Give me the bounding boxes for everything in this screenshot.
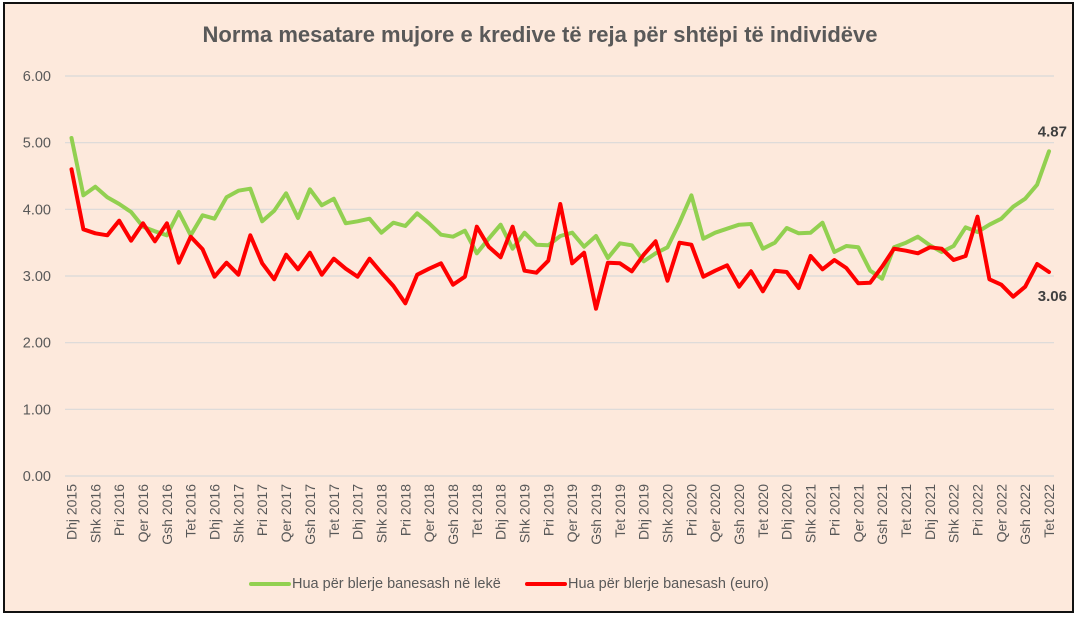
x-tick-label: Tet 2021 (898, 484, 914, 538)
x-tick-label: Qer 2019 (564, 484, 580, 543)
legend-swatch-euro (525, 582, 567, 586)
series-line-euro (69, 167, 1051, 311)
x-tick-label: Qer 2016 (135, 484, 151, 543)
y-axis-ticks: 0.00 1.00 2.00 3.00 4.00 5.00 6.00 (23, 69, 51, 485)
legend-swatch-leke (249, 582, 291, 586)
data-label-leke: 4.87 (1038, 123, 1067, 140)
x-tick-label: Pri 2018 (397, 484, 413, 536)
chart-frame (3, 2, 1074, 613)
x-tick-label: Gsh 2022 (1017, 484, 1033, 545)
legend-label-leke: Hua për blerje banesash në lekë (292, 576, 501, 592)
x-tick-label: Gsh 2021 (874, 484, 890, 545)
x-tick-label: Qer 2021 (850, 484, 866, 543)
legend-item-euro: Hua për blerje banesash (euro) (525, 576, 769, 592)
x-tick-label: Dhj 2016 (207, 484, 223, 540)
end-labels: 4.87 3.06 (1038, 123, 1067, 305)
gridlines (65, 75, 1054, 477)
x-tick-label: Tet 2017 (326, 484, 342, 538)
x-tick-label: Dhj 2018 (493, 484, 509, 540)
x-tick-label: Dhj 2020 (779, 484, 795, 540)
x-tick-label: Dhj 2019 (636, 484, 652, 540)
x-tick-label: Gsh 2016 (159, 484, 175, 545)
x-tick-label: Dhj 2021 (922, 484, 938, 540)
x-axis-ticks: Dhj 2015 Shk 2016 Pri 2016 Qer 2016 Gsh 2016… (64, 484, 1058, 545)
x-tick-label: Dhj 2017 (350, 484, 366, 540)
x-tick-label: Tet 2022 (1041, 484, 1057, 538)
x-tick-label: Pri 2020 (683, 484, 699, 536)
legend-item-leke: Hua për blerje banesash në lekë (249, 576, 501, 592)
x-tick-label: Tet 2020 (755, 484, 771, 538)
chart-title: Norma mesatare mujore e kredive të reja … (202, 22, 878, 47)
data-label-euro: 3.06 (1038, 288, 1067, 305)
legend: Hua për blerje banesash në lekë Hua për … (0, 576, 1080, 596)
x-tick-label: Tet 2018 (469, 484, 485, 538)
x-tick-label: Pri 2017 (254, 484, 270, 536)
x-tick-label: Qer 2018 (421, 484, 437, 543)
x-tick-label: Gsh 2019 (588, 484, 604, 545)
legend-label-euro: Hua për blerje banesash (euro) (568, 576, 769, 592)
x-tick-label: Pri 2016 (111, 484, 127, 536)
x-tick-label: Qer 2022 (993, 484, 1009, 543)
x-tick-label: Shk 2018 (373, 484, 389, 543)
x-tick-label: Pri 2019 (540, 484, 556, 536)
series-lines (69, 136, 1051, 311)
x-tick-label: Qer 2017 (278, 484, 294, 543)
x-tick-label: Tet 2019 (612, 484, 628, 538)
x-tick-label: Shk 2020 (660, 484, 676, 543)
x-tick-label: Shk 2021 (803, 484, 819, 543)
y-tick-label: 5.00 (23, 136, 51, 152)
x-tick-label: Pri 2021 (826, 484, 842, 536)
series-line-leke (69, 136, 1051, 281)
x-tick-label: Gsh 2020 (731, 484, 747, 545)
y-tick-label: 3.00 (23, 269, 51, 285)
y-tick-label: 2.00 (23, 336, 51, 352)
x-tick-label: Shk 2017 (230, 484, 246, 543)
x-tick-label: Pri 2022 (969, 484, 985, 536)
y-tick-label: 6.00 (23, 69, 51, 85)
x-tick-label: Tet 2016 (183, 484, 199, 538)
x-tick-label: Qer 2020 (707, 484, 723, 543)
x-tick-label: Shk 2016 (87, 484, 103, 543)
x-tick-label: Shk 2022 (946, 484, 962, 543)
x-tick-label: Gsh 2017 (302, 484, 318, 545)
y-tick-label: 1.00 (23, 402, 51, 418)
y-tick-label: 4.00 (23, 202, 51, 218)
x-tick-label: Dhj 2015 (64, 484, 80, 540)
x-tick-label: Shk 2019 (516, 484, 532, 543)
y-tick-label: 0.00 (23, 469, 51, 485)
x-tick-label: Gsh 2018 (445, 484, 461, 545)
